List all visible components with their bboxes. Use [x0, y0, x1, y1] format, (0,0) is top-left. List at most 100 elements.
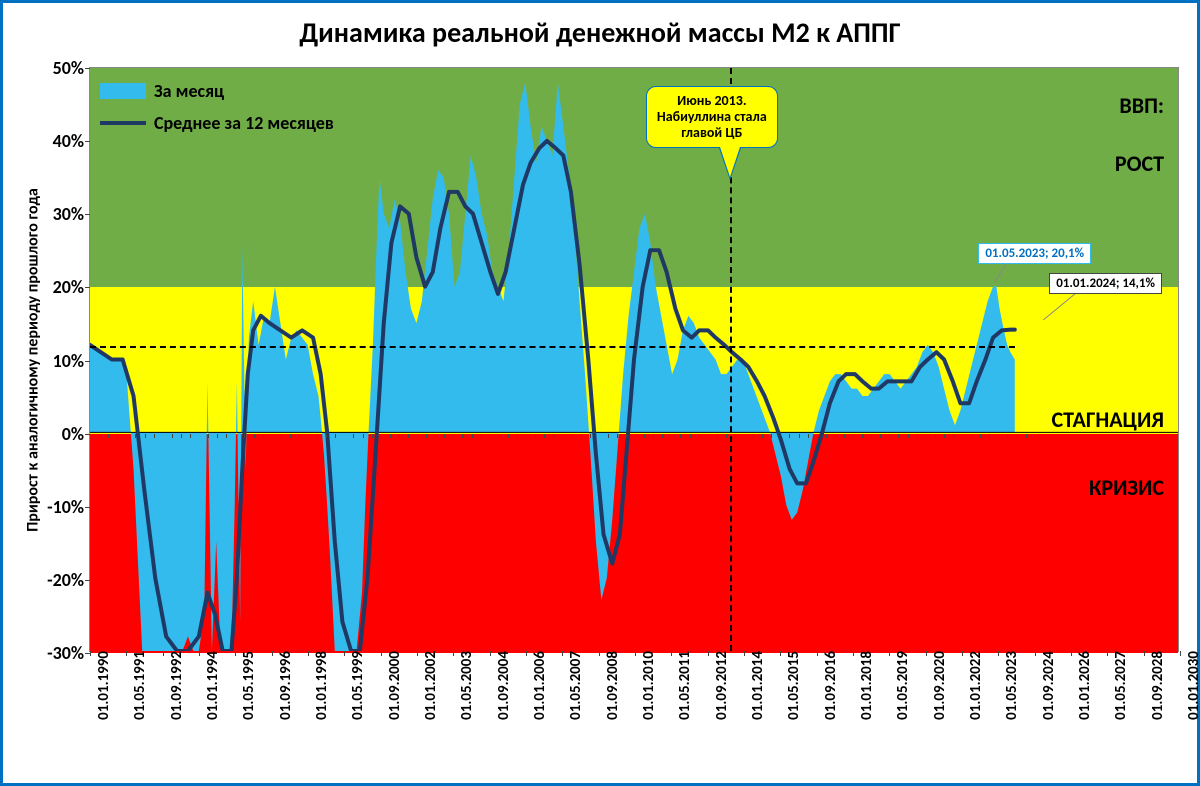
x-minor-tick	[680, 434, 681, 438]
y-tick-label: -30%	[47, 642, 84, 664]
legend: За месяц Среднее за 12 месяцев	[100, 80, 334, 134]
chart-frame: Динамика реальной денежной массы М2 к АП…	[0, 0, 1200, 786]
x-minor-tick	[880, 434, 881, 438]
line-series	[90, 68, 1178, 651]
x-minor-tick	[826, 434, 827, 438]
x-tick-mark	[671, 651, 672, 656]
x-tick-label: 01.01.1994	[204, 651, 222, 720]
x-tick-mark	[1035, 651, 1036, 656]
x-minor-tick	[762, 434, 763, 438]
x-minor-tick	[108, 434, 109, 438]
data-label: 01.05.2023; 20,1%	[978, 243, 1091, 264]
x-minor-tick	[771, 434, 772, 438]
y-tick-mark	[85, 214, 90, 215]
callout-tail-fill	[720, 147, 740, 177]
x-minor-tick	[535, 434, 536, 438]
chart-title: Динамика реальной денежной массы М2 к АП…	[3, 15, 1197, 50]
x-minor-tick	[1026, 434, 1027, 438]
x-minor-tick	[290, 434, 291, 438]
y-tick-mark	[85, 507, 90, 508]
y-axis-label: Прирост к аналогичному периоду прошлого …	[24, 188, 43, 532]
x-minor-tick	[145, 434, 146, 438]
x-minor-tick	[989, 434, 990, 438]
y-tick-label: -20%	[47, 569, 84, 591]
zone-label: КРИЗИС	[1089, 474, 1164, 501]
x-minor-tick	[617, 434, 618, 438]
x-tick-mark	[853, 651, 854, 656]
zone-label: РОСТ	[1115, 150, 1164, 177]
x-tick-mark	[381, 651, 382, 656]
x-minor-tick	[335, 434, 336, 438]
x-tick-label: 01.05.1999	[349, 651, 367, 720]
y-tick-mark	[85, 141, 90, 142]
x-minor-tick	[181, 434, 182, 438]
y-tick-mark	[85, 434, 90, 435]
y-tick-mark	[85, 287, 90, 288]
x-tick-mark	[780, 651, 781, 656]
x-minor-tick	[980, 434, 981, 438]
x-tick-label: 01.01.2030	[1185, 651, 1200, 720]
x-tick-mark	[599, 651, 600, 656]
x-minor-tick	[581, 434, 582, 438]
y-tick-label: 10%	[53, 350, 84, 372]
x-tick-mark	[998, 651, 999, 656]
x-tick-label: 01.01.2014	[749, 651, 767, 720]
x-minor-tick	[390, 434, 391, 438]
x-tick-label: 01.05.2027	[1112, 651, 1130, 720]
x-tick-mark	[817, 651, 818, 656]
x-tick-mark	[235, 651, 236, 656]
x-minor-tick	[317, 434, 318, 438]
x-tick-label: 01.09.1992	[168, 651, 186, 720]
x-minor-tick	[653, 434, 654, 438]
x-tick-mark	[962, 651, 963, 656]
x-minor-tick	[571, 434, 572, 438]
reference-h-line	[90, 346, 1015, 348]
x-minor-tick	[1017, 434, 1018, 438]
x-minor-tick	[217, 434, 218, 438]
x-minor-tick	[862, 434, 863, 438]
x-minor-tick	[226, 434, 227, 438]
x-tick-mark	[744, 651, 745, 656]
x-tick-mark	[635, 651, 636, 656]
x-minor-tick	[372, 434, 373, 438]
x-tick-label: 01.01.2026	[1076, 651, 1094, 720]
x-tick-mark	[490, 651, 491, 656]
x-minor-tick	[835, 434, 836, 438]
x-minor-tick	[553, 434, 554, 438]
x-minor-tick	[717, 434, 718, 438]
x-minor-tick	[190, 434, 191, 438]
legend-item-bar: За месяц	[100, 80, 334, 102]
x-tick-mark	[199, 651, 200, 656]
x-tick-label: 01.09.2024	[1040, 651, 1058, 720]
x-minor-tick	[898, 434, 899, 438]
y-tick-label: -10%	[47, 496, 84, 518]
x-minor-tick	[690, 434, 691, 438]
x-tick-mark	[1144, 651, 1145, 656]
y-tick-label: 0%	[62, 423, 84, 445]
x-tick-mark	[344, 651, 345, 656]
x-tick-label: 01.09.2004	[495, 651, 513, 720]
x-tick-label: 01.05.2019	[894, 651, 912, 720]
x-tick-label: 01.09.1996	[277, 651, 295, 720]
x-minor-tick	[871, 434, 872, 438]
x-tick-label: 01.01.2010	[640, 651, 658, 720]
x-minor-tick	[753, 434, 754, 438]
x-tick-mark	[562, 651, 563, 656]
legend-item-line: Среднее за 12 месяцев	[100, 112, 334, 134]
x-tick-mark	[1071, 651, 1072, 656]
y-tick-label: 30%	[53, 203, 84, 225]
x-minor-tick	[944, 434, 945, 438]
x-tick-label: 01.01.2006	[531, 651, 549, 720]
x-minor-tick	[399, 434, 400, 438]
x-minor-tick	[908, 434, 909, 438]
x-minor-tick	[608, 434, 609, 438]
x-minor-tick	[971, 434, 972, 438]
x-minor-tick	[99, 434, 100, 438]
x-tick-label: 01.09.2000	[386, 651, 404, 720]
x-tick-mark	[126, 651, 127, 656]
x-minor-tick	[799, 434, 800, 438]
x-minor-tick	[208, 434, 209, 438]
x-tick-label: 01.09.2028	[1149, 651, 1167, 720]
x-minor-tick	[662, 434, 663, 438]
x-tick-mark	[453, 651, 454, 656]
